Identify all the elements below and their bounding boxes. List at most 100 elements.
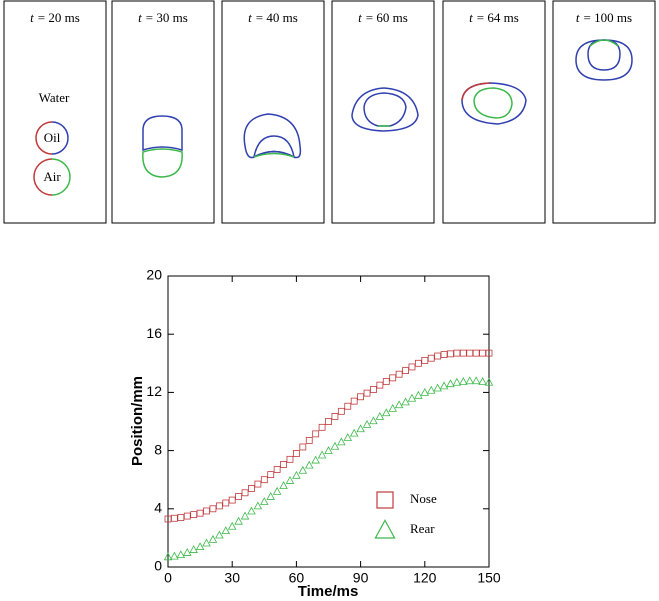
data-point [286, 455, 294, 463]
data-point [471, 376, 481, 385]
data-point [382, 378, 390, 385]
data-point [484, 377, 494, 386]
oil-drop [461, 82, 491, 101]
air-drop [252, 135, 296, 159]
data-point [208, 534, 218, 543]
data-point [446, 379, 455, 388]
data-point [426, 385, 436, 394]
panel-time-label: t = 100 ms [576, 10, 632, 25]
data-point [382, 408, 391, 417]
data-point [228, 496, 236, 504]
x-tick-label: 30 [224, 570, 240, 586]
data-point [299, 443, 307, 451]
data-point [401, 397, 410, 406]
panel-time-label: t = 20 ms [30, 10, 80, 25]
data-point [459, 377, 468, 385]
data-point [235, 493, 243, 500]
data-point [394, 400, 404, 409]
panel-time-label: t = 64 ms [469, 10, 519, 25]
data-point [292, 470, 301, 479]
time-value: = 20 ms [38, 10, 80, 25]
data-point [414, 390, 423, 399]
air-drop [253, 152, 295, 158]
data-point [171, 514, 178, 522]
data-point [280, 461, 287, 468]
data-point [356, 424, 365, 433]
data-point [452, 377, 462, 386]
data-point [414, 359, 422, 367]
data-point [260, 497, 269, 505]
time-value: = 40 ms [256, 10, 298, 25]
data-point [363, 389, 371, 397]
data-point [202, 538, 211, 547]
data-point [222, 499, 230, 507]
data-point [254, 480, 262, 488]
data-point [485, 349, 493, 357]
data-point [247, 506, 256, 515]
data-point [221, 526, 231, 535]
legend-marker [376, 491, 394, 509]
data-point [407, 393, 417, 402]
data-point [439, 381, 449, 390]
data-point [209, 505, 217, 513]
oil-label: Oil [44, 130, 61, 145]
time-variable: t [138, 10, 142, 25]
data-point [375, 411, 385, 420]
time-value: = 30 ms [146, 10, 188, 25]
time-variable: t [248, 10, 252, 25]
data-point [260, 476, 268, 484]
data-point [266, 491, 275, 500]
data-point [343, 433, 353, 441]
panel-frame [221, 0, 325, 224]
legend-label: Nose [410, 491, 437, 506]
x-tick-label: 90 [353, 570, 369, 586]
air-drop [142, 148, 183, 178]
data-point [215, 502, 223, 510]
oil-drop [142, 115, 183, 152]
oil-drop [351, 87, 419, 132]
x-tick-label: 120 [413, 570, 437, 586]
oil-drop [243, 113, 302, 159]
oil-drop [51, 121, 69, 155]
panel-time-label: t = 40 ms [248, 10, 298, 25]
data-point [292, 450, 300, 457]
data-point [472, 349, 480, 357]
air-drop [51, 158, 71, 196]
data-point [433, 383, 442, 392]
data-point [203, 507, 210, 515]
y-tick-label: 4 [154, 500, 162, 516]
data-point [440, 351, 448, 358]
data-point [189, 545, 198, 553]
data-point [395, 370, 403, 378]
panel-frame [3, 0, 107, 224]
data-point [253, 501, 263, 510]
data-point [362, 419, 372, 428]
data-point [349, 428, 359, 437]
data-point [164, 515, 172, 523]
x-axis-label: Time/ms [298, 583, 359, 600]
panel-frame [442, 0, 546, 224]
data-point [479, 349, 486, 357]
data-point [466, 349, 474, 357]
time-value: = 60 ms [366, 10, 408, 25]
data-point [267, 471, 275, 479]
data-point [376, 381, 384, 389]
plot-frame [167, 275, 490, 568]
data-point [318, 423, 326, 431]
time-value: = 100 ms [584, 10, 633, 25]
oil-drop [575, 39, 633, 81]
data-point [312, 430, 320, 438]
panel-time-label: t = 30 ms [138, 10, 188, 25]
data-point [420, 387, 430, 396]
time-variable: t [469, 10, 473, 25]
data-point [427, 354, 435, 362]
data-point [304, 460, 314, 469]
x-tick-label: 0 [164, 570, 172, 586]
data-point [402, 367, 409, 374]
data-point [447, 350, 454, 358]
legend-label: Rear [410, 521, 435, 536]
y-tick-label: 0 [154, 558, 162, 574]
data-point [370, 386, 377, 393]
data-point [305, 437, 313, 444]
